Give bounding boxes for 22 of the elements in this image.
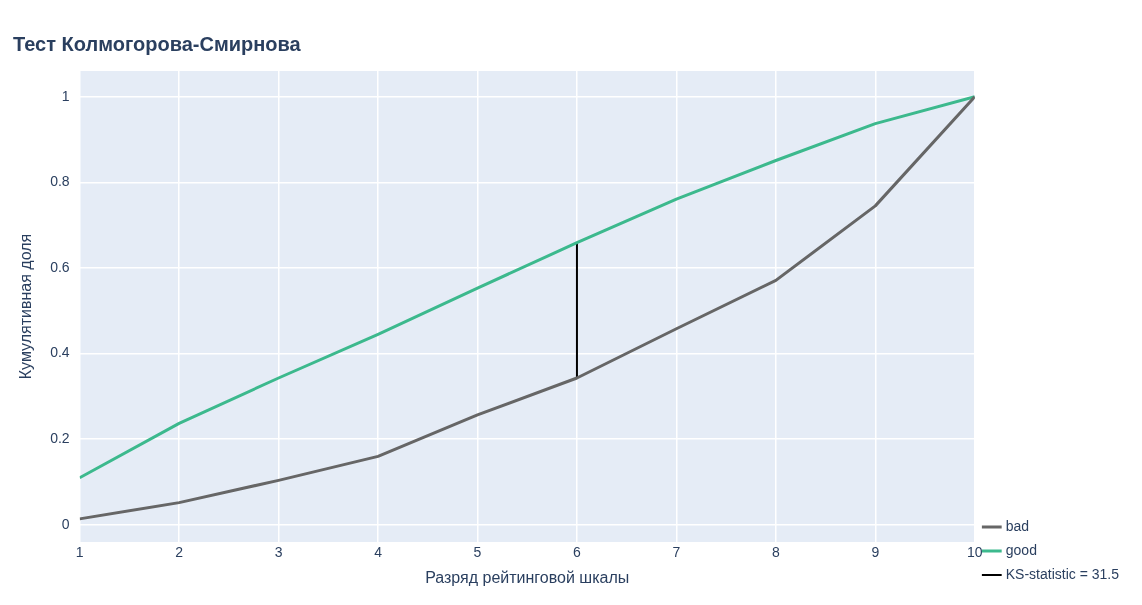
- x-tick-label: 3: [274, 544, 283, 561]
- y-tick-label: 0.6: [50, 258, 70, 275]
- legend-label: KS-statistic = 31.5: [1005, 565, 1120, 582]
- x-axis-title: Разряд рейтинговой шкалы: [425, 568, 630, 586]
- x-tick-label: 8: [771, 544, 780, 561]
- x-tick-label: 2: [175, 544, 184, 561]
- y-tick-label: 1: [61, 87, 70, 104]
- legend-label: bad: [1005, 517, 1030, 534]
- y-tick-label: 0.8: [50, 173, 70, 190]
- x-tick-label: 9: [871, 544, 880, 561]
- y-tick-label: 0.4: [50, 344, 70, 361]
- x-tick-label: 1: [75, 544, 84, 561]
- legend-label: good: [1005, 541, 1037, 558]
- x-tick-label: 10: [966, 544, 983, 561]
- x-tick-label: 4: [374, 544, 383, 561]
- y-tick-label: 0: [61, 515, 70, 532]
- y-tick-label: 0.2: [50, 430, 70, 447]
- chart-title: Тест Колмогорова-Смирнова: [13, 32, 302, 55]
- x-tick-label: 5: [473, 544, 482, 561]
- x-tick-label: 7: [672, 544, 681, 561]
- y-axis-title: Кумулятивная доля: [17, 233, 35, 380]
- x-tick-label: 6: [573, 544, 582, 561]
